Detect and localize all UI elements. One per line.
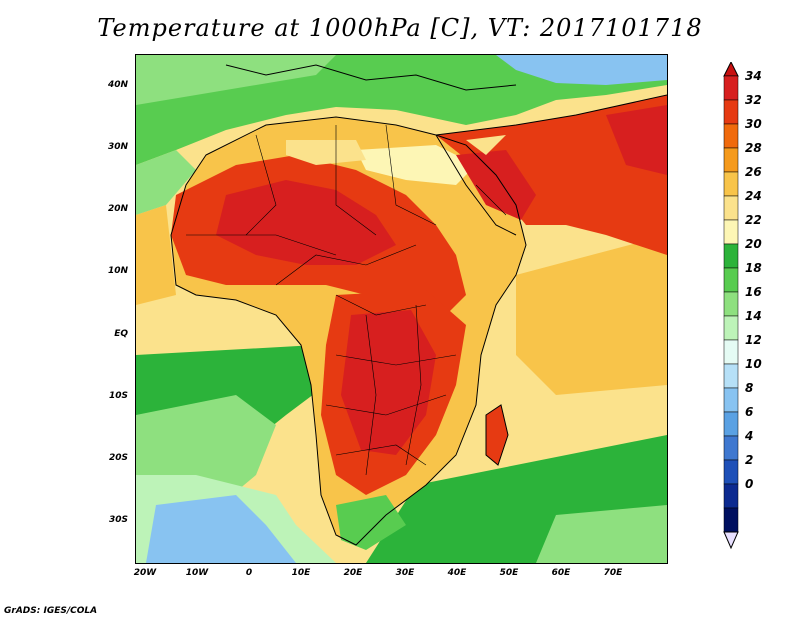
map-title: Temperature at 1000hPa [C], VT: 20171017…	[97, 14, 703, 42]
colorbar-tick-label: 32	[745, 93, 762, 107]
field-indian-warm	[516, 235, 667, 395]
temperature-field	[136, 55, 667, 563]
colorbar-segment	[723, 339, 739, 365]
colorbar-segment	[723, 267, 739, 293]
colorbar-segment	[723, 75, 739, 101]
colorbar-segment	[723, 315, 739, 341]
lon-label-70e: 70E	[603, 568, 623, 578]
colorbar-segment	[723, 363, 739, 389]
colorbar-segment	[723, 411, 739, 437]
lon-label-0: 0	[245, 568, 253, 578]
colorbar-tick-label: 4	[745, 429, 754, 443]
colorbar-tick-label: 2	[745, 453, 754, 467]
coastlines	[170, 64, 667, 546]
colorbar-tick-label: 12	[745, 333, 762, 347]
grads-credit: GrADS: IGES/COLA	[4, 606, 98, 616]
lon-label-60e: 60E	[551, 568, 571, 578]
field-arabia-core	[456, 150, 536, 220]
lon-label-10e: 10E	[291, 568, 311, 578]
field-cape-green	[336, 495, 406, 550]
lat-label-30s: 30S	[108, 515, 128, 525]
lat-label-20s: 20S	[108, 453, 128, 463]
colorbar-tick-label: 30	[745, 117, 762, 131]
colorbar-tick-label: 20	[745, 237, 762, 251]
field-southern-africa-core	[341, 310, 436, 455]
field-levant-mild	[466, 135, 506, 155]
colorbar-tick-label: 16	[745, 285, 762, 299]
field-atlantic-green	[136, 150, 196, 215]
colorbar-segment	[723, 195, 739, 221]
temperature-map	[135, 54, 668, 564]
lat-label-40n: 40N	[107, 80, 128, 90]
colorbar-tick-label: 26	[745, 165, 762, 179]
lat-label-eq: EQ	[114, 329, 128, 339]
field-pakistan-core	[606, 105, 667, 175]
field-north-lightgreen	[136, 55, 336, 105]
field-maghreb-mild	[286, 140, 366, 165]
lon-label-20w: 20W	[133, 568, 157, 578]
colorbar-segment	[723, 291, 739, 317]
colorbar-tick-label: 24	[745, 189, 762, 203]
colorbar-tick-label: 18	[745, 261, 762, 275]
field-sahara-core	[216, 180, 396, 265]
field-south-indian-lightgreen	[536, 505, 667, 563]
lat-label-10s: 10S	[108, 391, 128, 401]
colorbar-segment	[723, 123, 739, 149]
colorbar-segment	[723, 507, 739, 533]
lon-label-30e: 30E	[395, 568, 415, 578]
colorbar-segment	[723, 219, 739, 245]
lon-label-20e: 20E	[343, 568, 363, 578]
colorbar-tick-label: 10	[745, 357, 762, 371]
colorbar-under-triangle	[723, 531, 739, 550]
colorbar-segment	[723, 483, 739, 509]
colorbar-tick-label: 8	[745, 381, 754, 395]
field-arabia-hot	[436, 95, 667, 255]
lat-label-10n: 10N	[107, 266, 128, 276]
field-caspian-blue	[496, 55, 667, 85]
colorbar-over-triangle	[723, 62, 739, 77]
colorbar-tick-label: 14	[745, 309, 762, 323]
colorbar-tick-label: 6	[745, 405, 754, 419]
field-southern-blue	[146, 495, 296, 563]
colorbar-segment	[723, 459, 739, 485]
field-libya-egypt-mild	[356, 145, 476, 185]
colorbar-tick-label: 0	[745, 477, 754, 491]
lat-label-30n: 30N	[107, 142, 128, 152]
colorbar-tick-label: 28	[745, 141, 762, 155]
lon-label-50e: 50E	[499, 568, 519, 578]
colorbar-tick-label: 34	[745, 69, 762, 83]
colorbar-tick-label: 22	[745, 213, 762, 227]
colorbar-segment	[723, 435, 739, 461]
colorbar-segment	[723, 99, 739, 125]
colorbar-segment	[723, 171, 739, 197]
lat-label-20n: 20N	[107, 204, 128, 214]
field-atlantic-warm	[136, 205, 176, 305]
country-borders	[186, 124, 507, 476]
colorbar-segment	[723, 387, 739, 413]
lon-label-40e: 40E	[447, 568, 467, 578]
lon-label-10w: 10W	[185, 568, 209, 578]
colorbar-segment	[723, 243, 739, 269]
colorbar	[723, 62, 739, 550]
colorbar-segment	[723, 147, 739, 173]
